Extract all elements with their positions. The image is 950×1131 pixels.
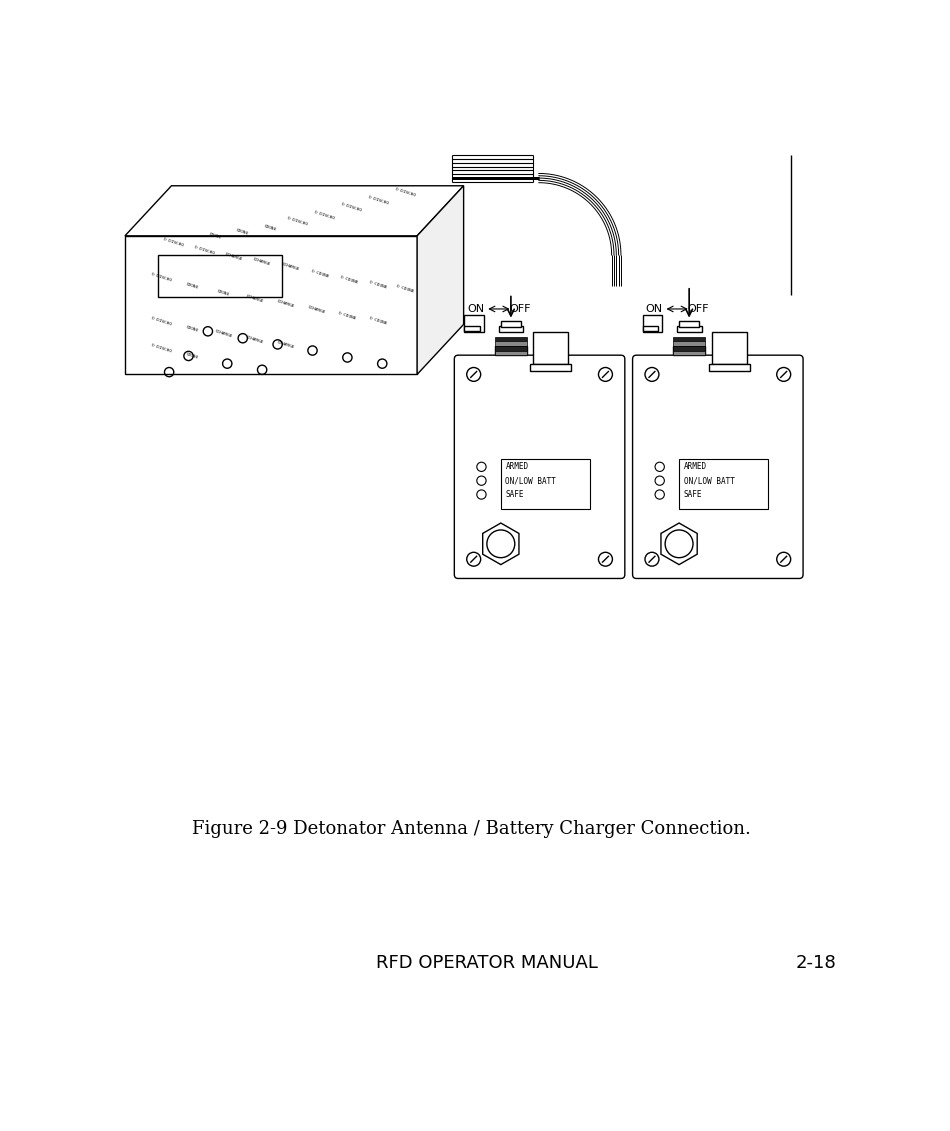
Text: ARMED: ARMED — [505, 463, 528, 472]
Text: O DISCHO: O DISCHO — [395, 187, 416, 197]
Bar — [465, 316, 484, 333]
Text: ON: ON — [467, 304, 484, 314]
Text: O CDONE: O CDONE — [396, 284, 415, 294]
Text: OCHARGE: OCHARGE — [276, 340, 294, 349]
Text: OCHARGE: OCHARGE — [307, 305, 326, 314]
Bar — [642, 326, 658, 330]
Text: OFF: OFF — [509, 304, 531, 314]
Polygon shape — [125, 185, 464, 236]
Bar — [501, 320, 521, 327]
Bar — [673, 351, 706, 355]
Bar — [495, 337, 527, 342]
Bar — [499, 326, 523, 333]
Text: O DISCHO: O DISCHO — [151, 317, 172, 327]
Bar — [673, 342, 706, 346]
Bar — [158, 256, 281, 297]
Text: O CDONE: O CDONE — [339, 275, 358, 284]
Text: O CDONE: O CDONE — [369, 317, 388, 326]
Text: CDONE: CDONE — [236, 228, 250, 236]
Text: O CDONE: O CDONE — [338, 311, 357, 320]
Text: OCHARGE: OCHARGE — [245, 294, 264, 303]
Text: CDONE: CDONE — [185, 352, 200, 360]
Text: SAFE: SAFE — [505, 490, 524, 499]
Text: CDONE: CDONE — [185, 282, 200, 290]
Text: CDONE: CDONE — [185, 325, 200, 333]
Bar — [495, 342, 527, 346]
Text: ON/LOW BATT: ON/LOW BATT — [684, 476, 734, 485]
Bar — [495, 351, 527, 355]
Text: O CDONE: O CDONE — [311, 269, 330, 278]
Text: OCHARGE: OCHARGE — [224, 252, 243, 261]
Text: O DISCHO: O DISCHO — [314, 210, 334, 221]
Polygon shape — [125, 236, 417, 374]
Text: OCHARGE: OCHARGE — [214, 329, 233, 338]
Text: ON: ON — [646, 304, 663, 314]
Text: ARMED: ARMED — [684, 463, 707, 472]
Text: O DISCHO: O DISCHO — [286, 216, 308, 226]
Text: OCHARGE: OCHARGE — [253, 257, 272, 267]
Bar — [679, 320, 699, 327]
Text: O DISCHO: O DISCHO — [162, 238, 183, 248]
Text: ON/LOW BATT: ON/LOW BATT — [505, 476, 557, 485]
Bar — [530, 364, 571, 371]
Bar — [642, 316, 662, 333]
Text: O DISCHO: O DISCHO — [151, 271, 172, 282]
Text: O DISCHO: O DISCHO — [341, 202, 362, 213]
Text: OCHARGE: OCHARGE — [276, 300, 294, 309]
Bar — [673, 337, 706, 342]
Text: OCHARGE: OCHARGE — [281, 262, 300, 273]
Bar — [676, 326, 701, 333]
Text: OFF: OFF — [688, 304, 710, 314]
Polygon shape — [483, 523, 519, 564]
Bar — [533, 333, 568, 364]
FancyBboxPatch shape — [454, 355, 625, 578]
Text: OCHARGE: OCHARGE — [245, 335, 264, 345]
Text: O DISCHO: O DISCHO — [151, 344, 172, 354]
Bar — [495, 346, 527, 351]
Text: O DISCHO: O DISCHO — [194, 244, 215, 256]
Bar — [712, 333, 747, 364]
Bar — [673, 346, 706, 355]
Text: Figure 2-9 Detonator Antenna / Battery Charger Connection.: Figure 2-9 Detonator Antenna / Battery C… — [192, 820, 751, 838]
Text: O CDONE: O CDONE — [369, 280, 388, 290]
Bar — [501, 459, 590, 509]
FancyBboxPatch shape — [633, 355, 803, 578]
Text: RFD OPERATOR MANUAL: RFD OPERATOR MANUAL — [376, 955, 598, 973]
Text: O DISCHO: O DISCHO — [368, 195, 389, 205]
Bar — [709, 364, 750, 371]
Bar — [673, 346, 706, 351]
Text: CDONE: CDONE — [217, 290, 230, 297]
Bar — [465, 326, 480, 330]
Polygon shape — [661, 523, 697, 564]
Text: CDONE: CDONE — [263, 224, 276, 232]
Text: SAFE: SAFE — [684, 490, 702, 499]
Bar — [495, 346, 527, 355]
Polygon shape — [417, 185, 464, 374]
Text: CDONE: CDONE — [209, 232, 222, 240]
Text: 2-18: 2-18 — [796, 955, 837, 973]
Bar — [679, 459, 769, 509]
